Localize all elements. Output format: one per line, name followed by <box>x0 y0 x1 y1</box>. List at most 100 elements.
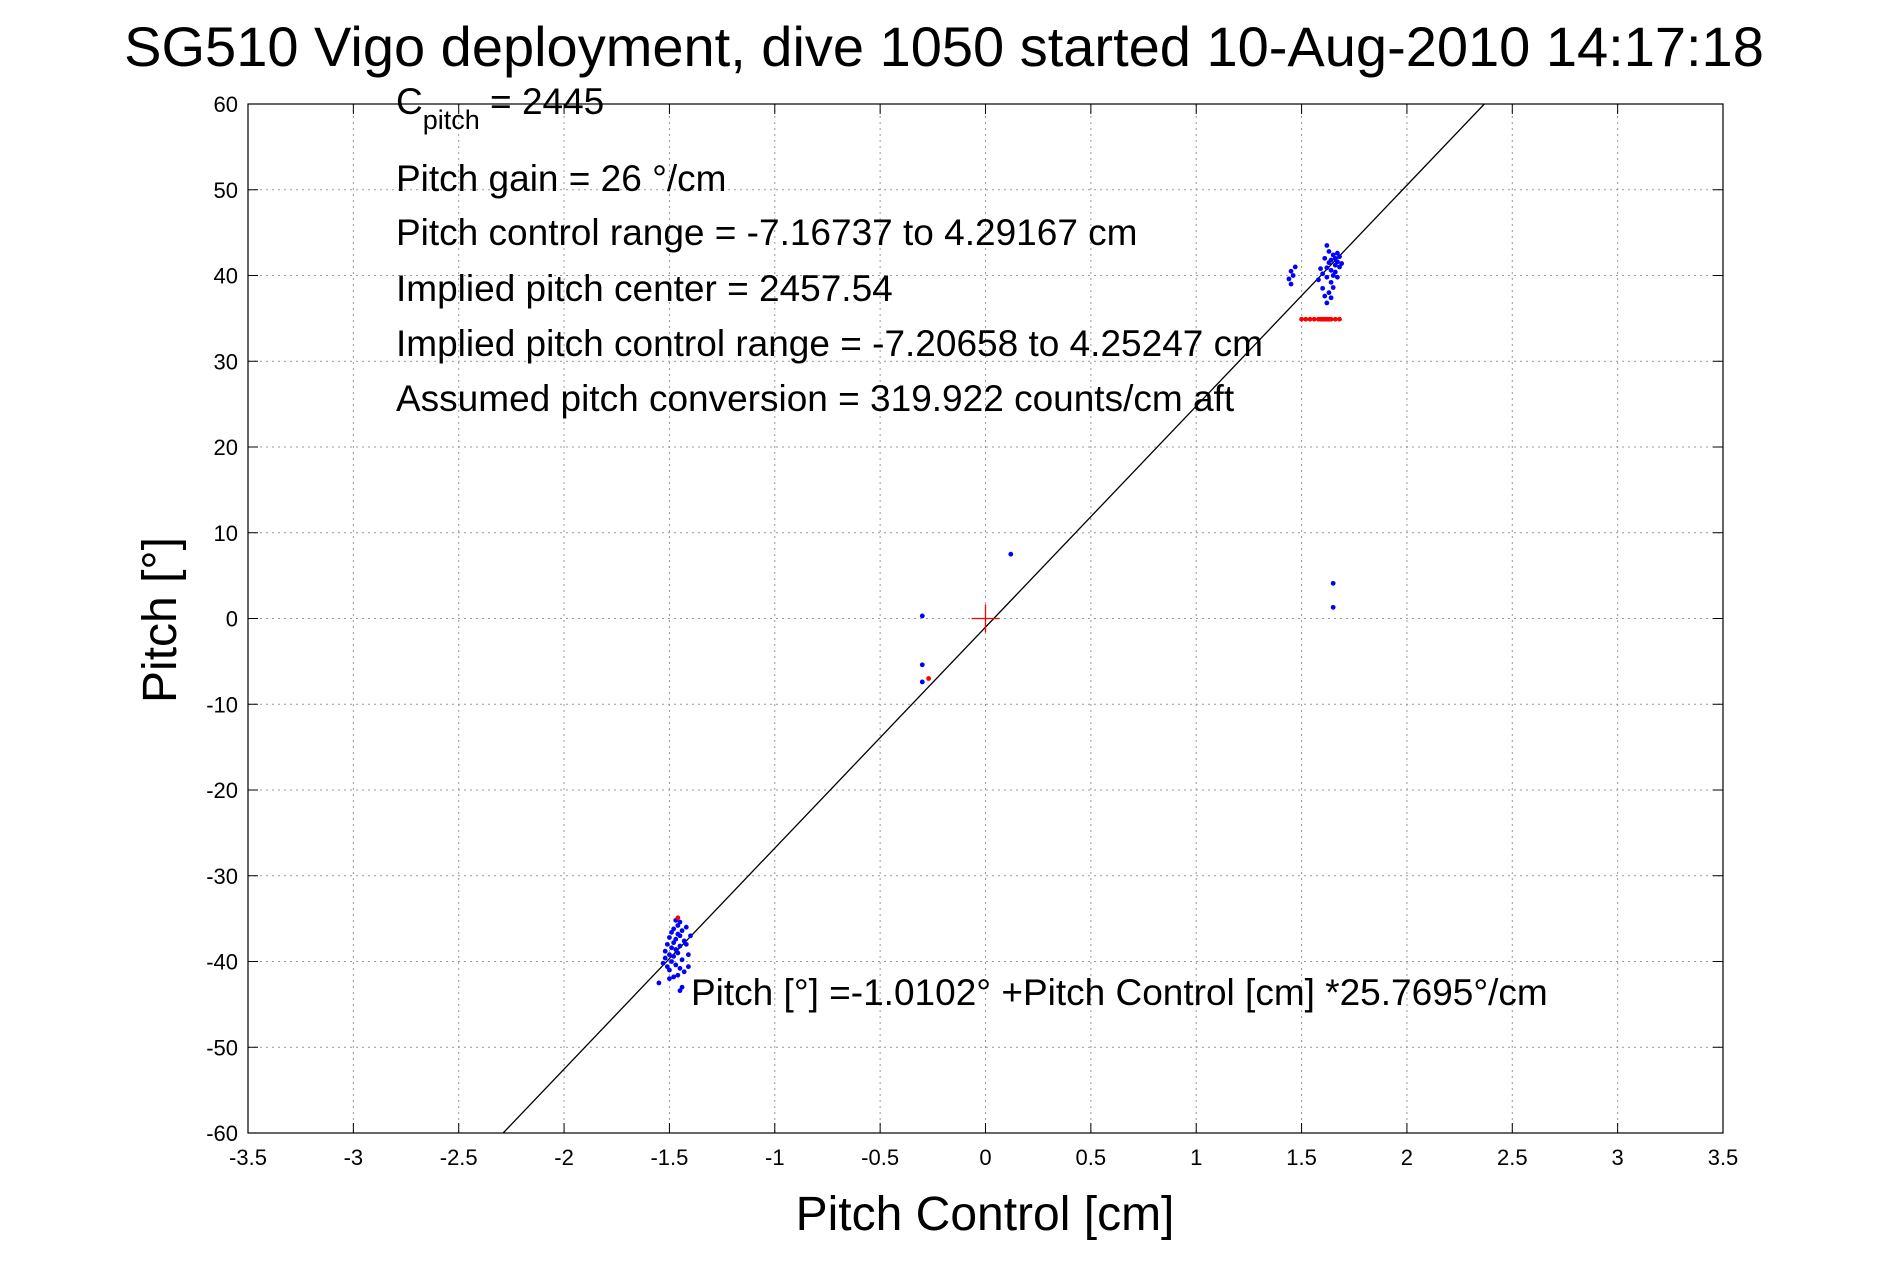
annotation-implied-range: Implied pitch control range = -7.20658 t… <box>396 323 1263 364</box>
y-tick-label: 50 <box>214 178 238 203</box>
x-tick-label: 3.5 <box>1708 1145 1739 1170</box>
data-point <box>681 969 687 975</box>
x-tick-label: -3.5 <box>229 1145 267 1170</box>
data-point <box>919 679 925 685</box>
y-tick-label: 60 <box>214 92 238 117</box>
data-point <box>671 953 677 959</box>
annotation-c-pitch-value: = 2445 <box>480 81 604 122</box>
data-point <box>675 915 681 921</box>
annotation-c-pitch-main: C <box>396 81 423 122</box>
data-point <box>1339 261 1345 266</box>
data-point <box>1330 580 1336 586</box>
annotation-conversion: Assumed pitch conversion = 319.922 count… <box>396 378 1235 419</box>
data-point <box>1324 265 1330 271</box>
x-tick-label: -0.5 <box>861 1145 899 1170</box>
data-point <box>669 959 674 964</box>
data-point <box>1328 279 1334 285</box>
data-point <box>664 964 670 970</box>
data-point <box>1328 267 1334 273</box>
data-point <box>677 919 683 925</box>
data-point <box>677 943 683 949</box>
axis-ticks: -3.5 -3 -2.5 -2 -1.5 -1 -0.5 0 0.5 1 1.5 2 2.5 3 3.5 -6… <box>206 92 1738 1170</box>
data-point <box>1328 295 1334 301</box>
y-tick-label: -20 <box>206 778 238 803</box>
series-group-1 <box>656 243 1345 994</box>
x-tick-label: 3 <box>1612 1145 1624 1170</box>
data-point <box>1337 264 1342 270</box>
data-point <box>1322 255 1328 261</box>
data-point <box>1322 293 1328 299</box>
data-point <box>688 933 693 939</box>
data-point <box>926 676 932 681</box>
data-point <box>685 952 691 958</box>
data-point <box>679 928 685 934</box>
data-point <box>1290 273 1296 278</box>
y-tick-label: 40 <box>214 264 238 289</box>
data-point <box>679 984 685 990</box>
data-point <box>1324 300 1330 306</box>
data-point <box>656 980 662 986</box>
x-tick-label: 0 <box>979 1145 991 1170</box>
data-point <box>677 988 683 994</box>
data-point <box>1330 252 1336 258</box>
data-point <box>675 972 681 978</box>
data-point <box>1334 259 1340 265</box>
series-group-2 <box>675 316 1342 921</box>
data-point <box>671 926 677 932</box>
data-point <box>667 935 672 940</box>
y-tick-label: -60 <box>206 1121 238 1146</box>
data-point <box>1292 264 1298 270</box>
data-point <box>677 933 683 939</box>
y-tick-label: 0 <box>226 607 238 632</box>
data-point <box>1330 604 1336 610</box>
x-axis-label: Pitch Control [cm] <box>796 1188 1175 1241</box>
data-point <box>1299 316 1304 322</box>
data-point <box>667 952 672 958</box>
data-point <box>669 929 674 935</box>
x-tick-label: -2 <box>554 1145 574 1170</box>
data-point <box>675 950 681 956</box>
data-point <box>1288 281 1294 287</box>
y-tick-label: -50 <box>206 1035 238 1060</box>
y-tick-label: -30 <box>206 864 238 889</box>
annotation-c-pitch: Cpitch = 2445 <box>396 81 604 135</box>
data-point <box>673 947 679 952</box>
data-point <box>1330 273 1336 278</box>
data-point <box>1311 316 1317 322</box>
x-tick-label: 0.5 <box>1076 1145 1107 1170</box>
x-tick-label: -1.5 <box>650 1145 688 1170</box>
data-point <box>1332 262 1338 268</box>
data-point <box>1286 276 1292 282</box>
data-point <box>1334 250 1340 256</box>
data-point <box>1337 254 1342 260</box>
data-point <box>1320 271 1326 277</box>
y-tick-label: 30 <box>214 349 238 374</box>
data-point <box>1332 255 1338 261</box>
data-point <box>1332 316 1338 322</box>
data-point <box>662 955 668 961</box>
data-point <box>1303 316 1309 322</box>
data-point <box>1324 243 1330 248</box>
data-point <box>1324 274 1330 280</box>
data-point <box>1008 551 1014 557</box>
data-point <box>919 613 925 619</box>
x-tick-label: -3 <box>344 1145 364 1170</box>
data-point <box>1307 316 1313 322</box>
data-point <box>1326 249 1332 254</box>
data-point <box>685 964 691 970</box>
data-point <box>683 924 689 930</box>
data-point <box>919 662 925 668</box>
data-point <box>675 923 681 928</box>
data-point <box>1318 266 1323 272</box>
center-marker-layer <box>971 604 1000 633</box>
data-point <box>1334 274 1340 280</box>
x-tick-label: -2.5 <box>440 1145 478 1170</box>
data-point <box>1288 268 1294 274</box>
data-point <box>664 941 670 947</box>
data-point <box>1337 316 1342 322</box>
x-tick-label: 1 <box>1190 1145 1202 1170</box>
data-point <box>1328 257 1334 263</box>
data-point <box>660 960 666 966</box>
y-tick-label: 20 <box>214 435 238 460</box>
